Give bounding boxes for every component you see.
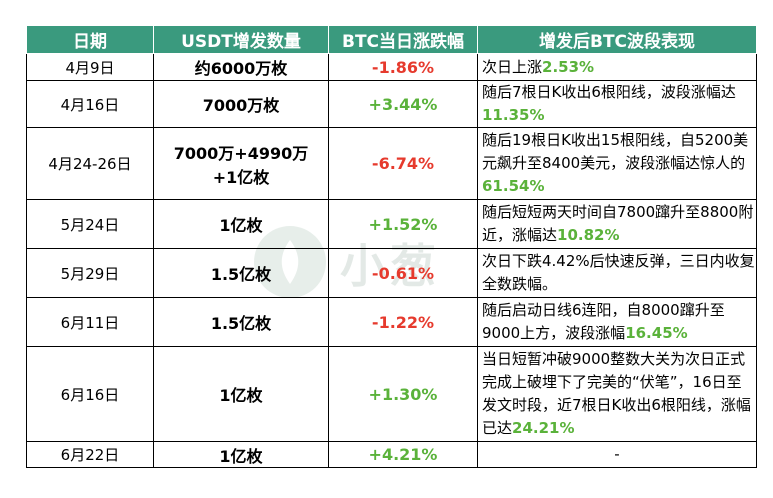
usdt-amount-cell: 约6000万枚 bbox=[153, 53, 329, 81]
header-row: 日期 USDT增发数量 BTC当日涨跌幅 增发后BTC波段表现 bbox=[26, 25, 757, 54]
date-cell: 4月16日 bbox=[26, 80, 154, 128]
header-usdt: USDT增发数量 bbox=[153, 25, 329, 54]
usdt-amount-cell: 1.5亿枚 bbox=[153, 297, 329, 347]
table-row: 4月9日 约6000万枚 -1.86% 次日上涨2.53% bbox=[26, 53, 757, 81]
table-row: 4月24-26日 7000万+4990万 +1亿枚 -6.74% 随后19根日K收出15… bbox=[26, 127, 757, 200]
header-date: 日期 bbox=[26, 25, 154, 54]
usdt-amount-line: 7000万枚 bbox=[202, 96, 280, 115]
table-row: 6月16日 1亿枚 +1.30% 当日短暂冲破9000整数大关为次日正式完成上破埋下了… bbox=[26, 346, 757, 442]
usdt-amount-line: 1亿枚 bbox=[219, 216, 263, 235]
date-cell: 5月24日 bbox=[26, 199, 154, 249]
usdt-amount-cell: 7000万枚 bbox=[153, 80, 329, 128]
performance-highlight: 2.53% bbox=[542, 57, 595, 76]
date-cell: 6月16日 bbox=[26, 346, 154, 442]
performance-cell: 随后短短两天时间自7800蹿升至8800附近，涨幅达10.82% bbox=[477, 199, 757, 249]
btc-change-cell: +4.21% bbox=[328, 441, 478, 468]
btc-change-cell: +3.44% bbox=[328, 80, 478, 128]
btc-change-cell: +1.30% bbox=[328, 346, 478, 442]
performance-highlight: 16.45% bbox=[625, 324, 688, 342]
performance-cell: 随后启动日线6连阳，自8000蹿升至9000上方，波段涨幅16.45% bbox=[477, 297, 757, 347]
performance-text: 次日上涨 bbox=[482, 57, 543, 76]
date-cell: 6月22日 bbox=[26, 441, 154, 468]
usdt-amount-line: 1.5亿枚 bbox=[210, 265, 272, 284]
performance-highlight: 61.54% bbox=[482, 177, 545, 195]
usdt-amount-line: 约6000万枚 bbox=[194, 59, 288, 78]
performance-text: 随后19根日K收出15根阳线，自5200美元飙升至8400美元，波段涨幅达惊人的 bbox=[482, 131, 749, 172]
table-row: 6月22日 1亿枚 +4.21% - bbox=[26, 441, 757, 468]
table-row: 5月29日 1.5亿枚 -0.61% 次日下跌4.42%后快速反弹，三日内收复全数跌幅… bbox=[26, 248, 757, 298]
table-row: 4月16日 7000万枚 +3.44% 随后7根日K收出6根阳线，波段涨幅达 11.35… bbox=[26, 80, 757, 128]
usdt-amount-cell: 1.5亿枚 bbox=[153, 248, 329, 298]
performance-cell: 随后7根日K收出6根阳线，波段涨幅达 11.35% bbox=[477, 80, 757, 128]
date-cell: 5月29日 bbox=[26, 248, 154, 298]
usdt-amount-cell: 1亿枚 bbox=[153, 199, 329, 249]
usdt-amount-line: +1亿枚 bbox=[212, 167, 270, 187]
btc-change-cell: -1.22% bbox=[328, 297, 478, 347]
usdt-btc-table: 日期 USDT增发数量 BTC当日涨跌幅 增发后BTC波段表现 4月9日 约600… bbox=[26, 25, 757, 468]
performance-cell: 当日短暂冲破9000整数大关为次日正式完成上破埋下了完美的“伏笔”，16日至发文… bbox=[477, 346, 757, 442]
performance-cell: 次日上涨2.53% bbox=[477, 53, 757, 81]
usdt-amount-line: 1亿枚 bbox=[219, 446, 263, 466]
date-cell: 4月9日 bbox=[26, 53, 154, 81]
table-row: 6月11日 1.5亿枚 -1.22% 随后启动日线6连阳，自8000蹿升至9000上方… bbox=[26, 297, 757, 347]
performance-cell: 随后19根日K收出15根阳线，自5200美元飙升至8400美元，波段涨幅达惊人的… bbox=[477, 127, 757, 200]
performance-text: - bbox=[614, 445, 620, 463]
usdt-amount-cell: 1亿枚 bbox=[153, 441, 329, 468]
btc-change-cell: -0.61% bbox=[328, 248, 478, 298]
performance-text: 随后7根日K收出6根阳线，波段涨幅达 bbox=[482, 83, 736, 101]
usdt-amount-line: 1亿枚 bbox=[219, 386, 263, 405]
header-performance: 增发后BTC波段表现 bbox=[477, 25, 757, 54]
date-cell: 6月11日 bbox=[26, 297, 154, 347]
performance-text: 当日短暂冲破9000整数大关为次日正式完成上破埋下了完美的“伏笔”，16日至发文… bbox=[482, 350, 751, 437]
usdt-amount-line: 1.5亿枚 bbox=[210, 314, 272, 333]
performance-highlight: 24.21% bbox=[512, 419, 575, 437]
performance-cell: 次日下跌4.42%后快速反弹，三日内收复全数跌幅。 bbox=[477, 248, 757, 298]
performance-highlight: 11.35% bbox=[482, 106, 545, 124]
usdt-amount-cell: 1亿枚 bbox=[153, 346, 329, 442]
btc-change-cell: -6.74% bbox=[328, 127, 478, 200]
btc-change-cell: -1.86% bbox=[328, 53, 478, 81]
performance-text: 随后短短两天时间自7800蹿升至8800附近，涨幅达 bbox=[482, 203, 754, 244]
performance-highlight: 10.82% bbox=[557, 226, 620, 244]
performance-text: 次日下跌4.42%后快速反弹，三日内收复全数跌幅。 bbox=[482, 252, 755, 293]
performance-cell: - bbox=[477, 441, 757, 468]
performance-text: 随后启动日线6连阳，自8000蹿升至9000上方，波段涨幅 bbox=[482, 301, 725, 342]
table-row: 5月24日 1亿枚 +1.52% 随后短短两天时间自7800蹿升至8800附近，涨幅达… bbox=[26, 199, 757, 249]
usdt-amount-line: 7000万+4990万 bbox=[173, 143, 309, 163]
btc-change-cell: +1.52% bbox=[328, 199, 478, 249]
date-cell: 4月24-26日 bbox=[26, 127, 154, 200]
usdt-amount-cell: 7000万+4990万 +1亿枚 bbox=[153, 127, 329, 200]
header-btc: BTC当日涨跌幅 bbox=[328, 25, 478, 54]
